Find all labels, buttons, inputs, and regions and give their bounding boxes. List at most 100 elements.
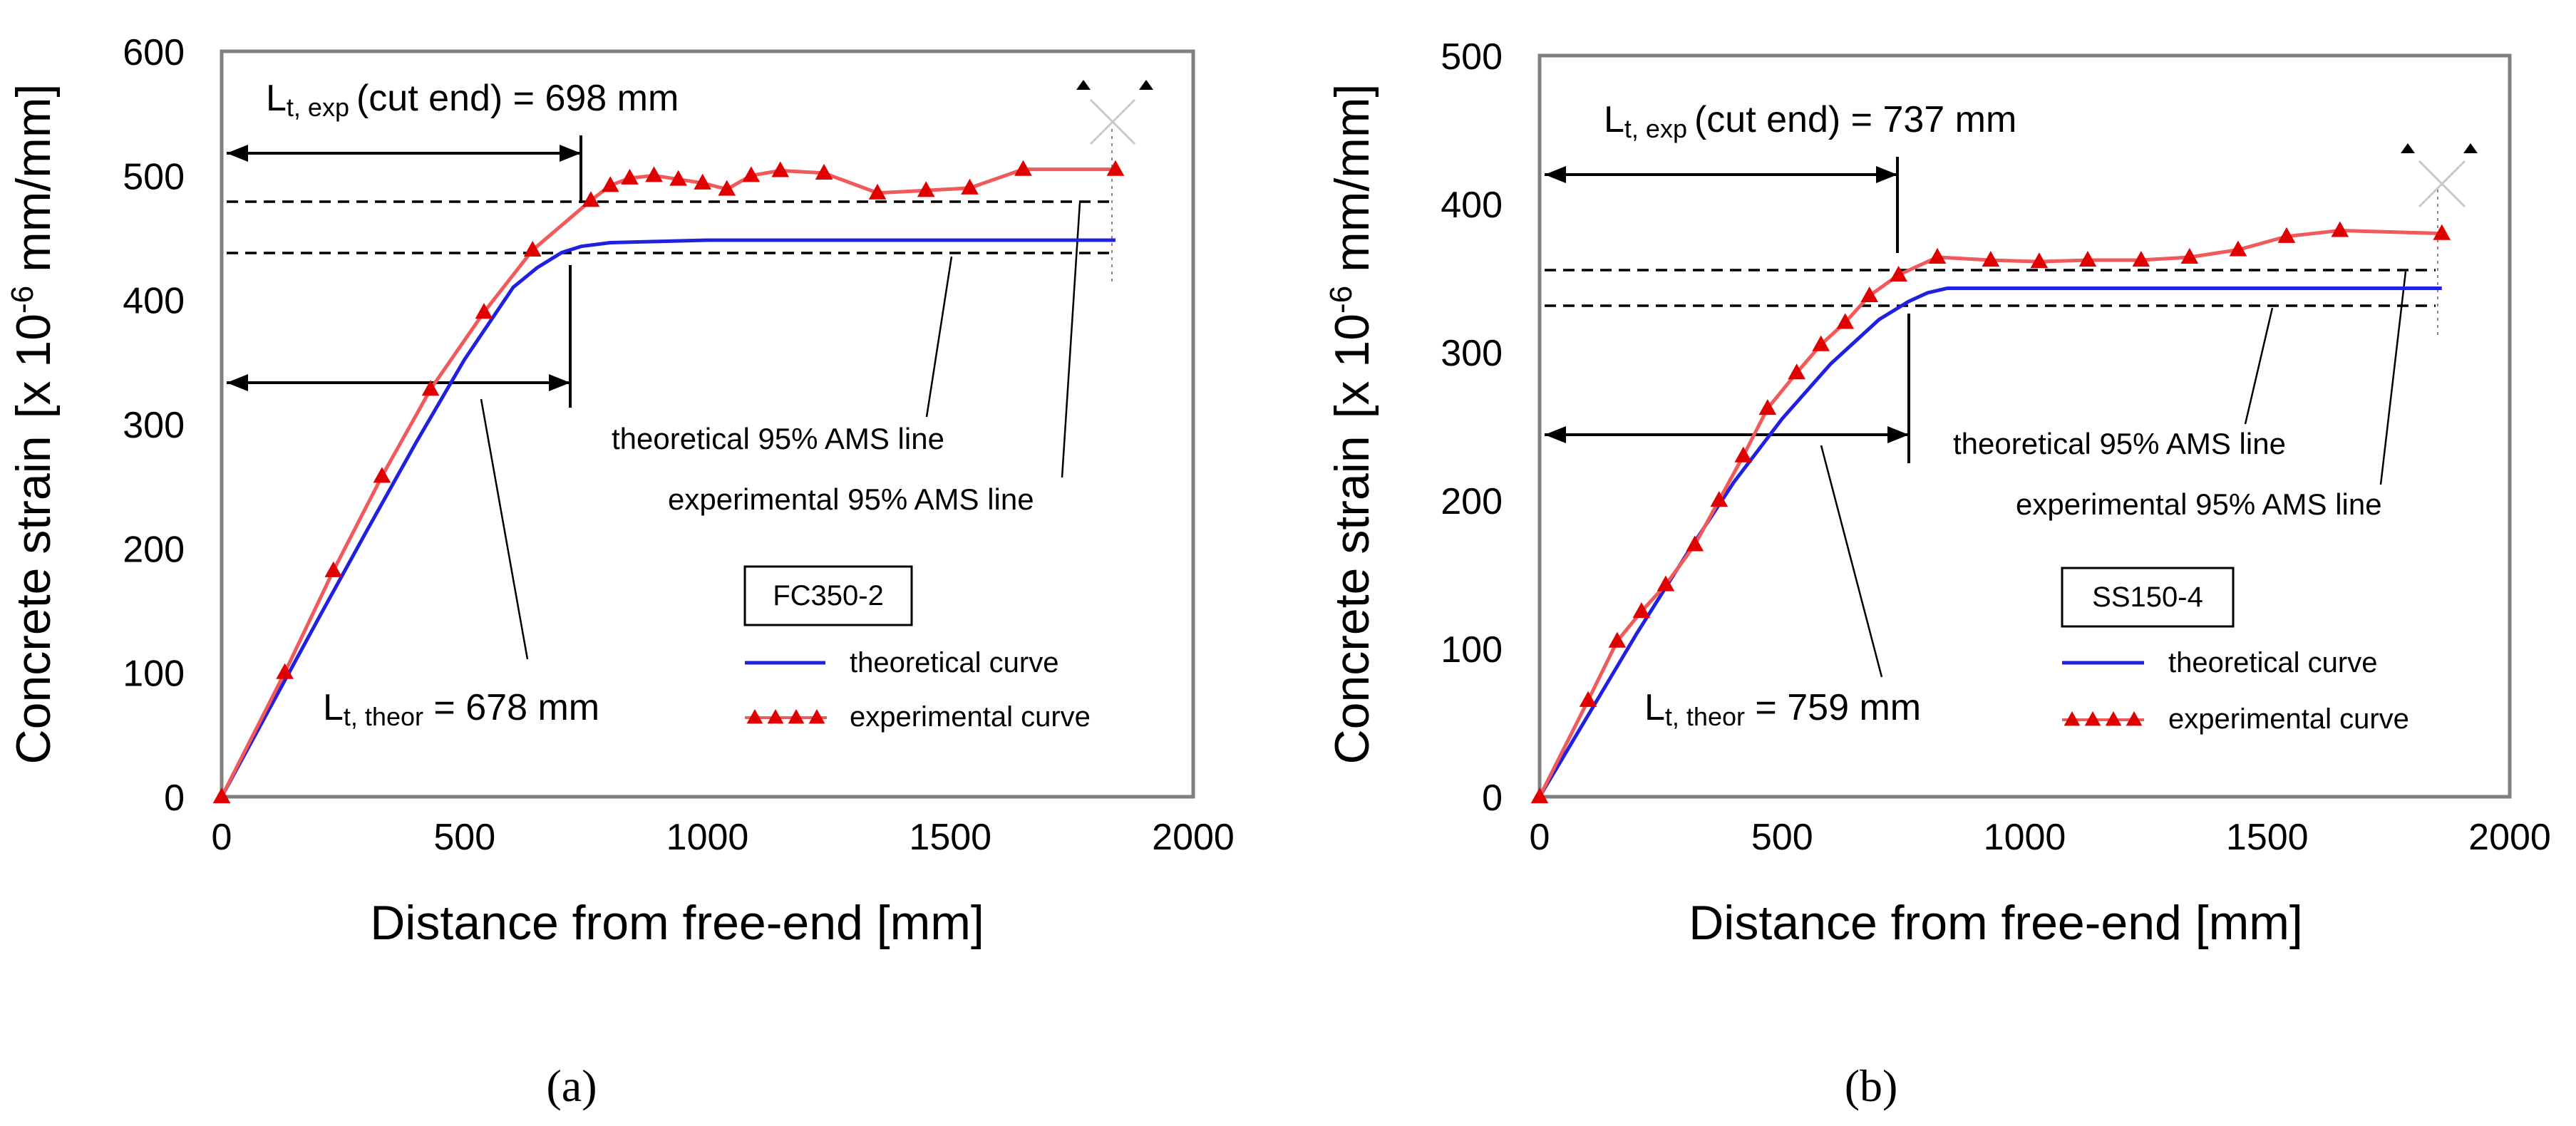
y-tick-label: 0 xyxy=(164,778,185,819)
y-tick-label: 400 xyxy=(123,281,185,322)
experimental-data-point xyxy=(276,663,294,679)
legend-experimental-marker xyxy=(2064,711,2081,726)
legend-experimental-marker xyxy=(788,709,805,724)
experimental-ams-label: experimental 95% AMS line xyxy=(668,482,1034,516)
x-tick-label: 1500 xyxy=(909,817,991,858)
x-tick-label: 1000 xyxy=(666,817,749,858)
y-tick-label: 600 xyxy=(123,32,185,73)
theoretical-ams-label: theoretical 95% AMS line xyxy=(1953,427,2286,460)
experimental-curve-line xyxy=(220,167,1116,798)
legend: FC350-2 theoretical curve experimental c… xyxy=(743,565,1091,733)
specimen-label-box xyxy=(2061,567,2235,628)
experimental-data-point xyxy=(1579,691,1597,707)
series-layer xyxy=(1530,221,2451,804)
x-axis-label: Distance from free-end [mm] xyxy=(1689,896,2303,950)
experimental-data-point xyxy=(1734,446,1753,463)
experimental-data-point xyxy=(2180,247,2199,264)
experimental-data-point xyxy=(2331,221,2349,237)
experimental-data-point xyxy=(1014,160,1032,176)
experimental-data-point xyxy=(2030,252,2049,269)
lt-theor-subscript: t, theor xyxy=(344,702,423,731)
experimental-data-point xyxy=(523,240,542,257)
lt-exp-annotation: Lt, exp (cut end) = 698 mm xyxy=(266,78,679,122)
lt-exp-main: L xyxy=(266,78,287,119)
y-tick-labels: 0 100 200 300 400 500 xyxy=(1441,36,1503,819)
legend-experimental-marker xyxy=(2126,711,2143,726)
y-axis-label-exponent: -6 xyxy=(1324,286,1359,314)
y-tick-label: 100 xyxy=(123,654,185,695)
legend-experimental-marker xyxy=(2105,711,2122,726)
x-tick-label: 2000 xyxy=(2468,817,2551,858)
panel-label-b: (b) xyxy=(1845,1060,1898,1111)
experimental-data-point xyxy=(601,176,619,192)
experimental-data-point xyxy=(2433,224,2451,240)
lt-exp-dimension xyxy=(227,135,582,203)
lt-theor-subscript: t, theor xyxy=(1665,702,1745,731)
experimental-data-point xyxy=(1608,631,1627,648)
y-tick-label: 300 xyxy=(123,405,185,446)
y-axis-label-unit-prefix: [x 10 xyxy=(6,314,61,418)
experimental-data-point xyxy=(212,787,231,804)
experimental-data-point xyxy=(1836,313,1855,329)
plot-area xyxy=(1537,53,2512,799)
experimental-data-point xyxy=(645,166,663,182)
experimental-data-point xyxy=(1982,251,2000,267)
legend-experimental-marker xyxy=(767,709,784,724)
chart-panel-a: 0 100 200 300 400 500 600 0 500 1000 1500 2000 Dis… xyxy=(5,32,1235,1111)
y-axis-label-main: Concrete strain xyxy=(6,435,61,764)
lt-theor-leader xyxy=(1820,445,1883,678)
lt-theor-annotation: Lt, theor = 759 mm xyxy=(1644,687,1921,731)
y-axis-label: Concrete strain [x 10-6 mm/mm] xyxy=(1324,84,1380,765)
lt-theor-main: L xyxy=(1644,687,1665,728)
lt-exp-annotation: Lt, exp (cut end) = 737 mm xyxy=(1604,99,2016,143)
y-tick-label: 0 xyxy=(1482,778,1503,819)
experimental-data-point xyxy=(694,173,712,190)
experimental-data-point xyxy=(1788,363,1806,380)
theoretical-curve-line xyxy=(220,238,1116,798)
legend-theoretical-label: theoretical curve xyxy=(850,647,1058,678)
legend-experimental-swatch xyxy=(2062,711,2144,726)
experimental-data-point xyxy=(582,191,600,207)
lt-exp-subscript: t, exp xyxy=(1624,114,1687,143)
legend-experimental-label: experimental curve xyxy=(2168,703,2409,735)
x-tick-label: 1500 xyxy=(2226,817,2309,858)
x-axis-label: Distance from free-end [mm] xyxy=(370,896,984,950)
specimen-label-box xyxy=(743,565,913,626)
experimental-data-point xyxy=(2078,251,2097,267)
legend: SS150-4 theoretical curve experimental c… xyxy=(2061,567,2409,735)
experimental-data-point xyxy=(1106,160,1125,176)
experimental-data-point xyxy=(742,166,761,182)
lt-theor-dimension xyxy=(227,265,572,408)
legend-experimental-marker xyxy=(2084,711,2101,726)
experimental-ams-label: experimental 95% AMS line xyxy=(2016,487,2382,521)
experimental-data-point xyxy=(815,163,833,180)
panel-label-a: (a) xyxy=(546,1060,597,1111)
lt-exp-text: (cut end) = 698 mm xyxy=(356,78,679,119)
y-tick-label: 300 xyxy=(1441,333,1503,374)
x-tick-label: 0 xyxy=(212,817,232,858)
experimental-data-point xyxy=(2229,240,2247,257)
experimental-data-point xyxy=(917,181,935,197)
legend-experimental-label: experimental curve xyxy=(850,701,1091,733)
y-axis-label-exponent: -6 xyxy=(5,286,40,314)
experimental-data-point xyxy=(1657,575,1675,592)
lt-exp-main: L xyxy=(1604,99,1624,140)
specimen-label: FC350-2 xyxy=(773,580,884,611)
y-tick-label: 500 xyxy=(123,156,185,197)
experimental-data-point xyxy=(421,380,440,396)
legend-theoretical-label: theoretical curve xyxy=(2168,647,2377,678)
x-tick-label: 500 xyxy=(433,817,495,858)
lt-theor-text: = 759 mm xyxy=(1745,687,1921,728)
y-tick-label: 400 xyxy=(1441,185,1503,226)
experimental-data-point xyxy=(868,183,887,200)
y-axis-label: Concrete strain [x 10-6 mm/mm] xyxy=(5,84,61,765)
x-tick-labels: 0 500 1000 1500 2000 xyxy=(1530,817,2551,858)
x-tick-label: 1000 xyxy=(1984,817,2066,858)
y-tick-labels: 0 100 200 300 400 500 600 xyxy=(123,32,185,819)
specimen-label: SS150-4 xyxy=(2092,582,2203,613)
theoretical-curve-line xyxy=(1537,286,2442,798)
experimental-data-point xyxy=(1530,787,1549,804)
theoretical-ams-leader xyxy=(925,256,953,418)
experimental-data-point xyxy=(621,168,639,185)
